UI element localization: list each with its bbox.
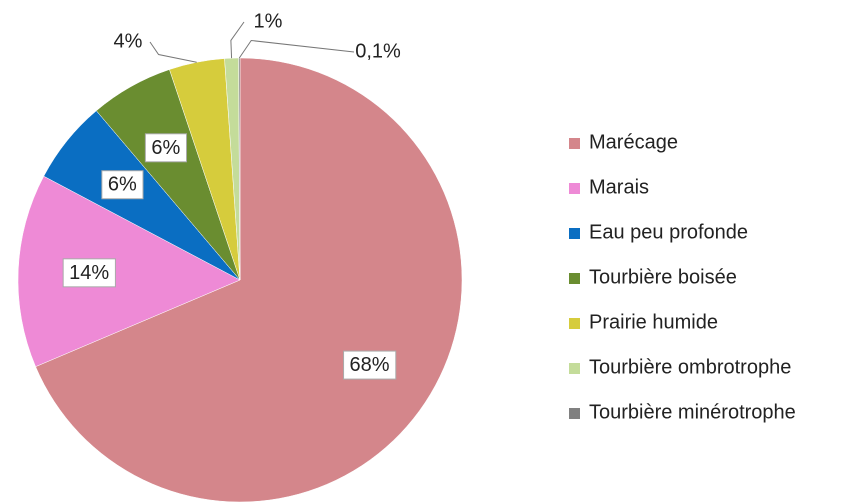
legend-swatch xyxy=(569,408,580,419)
legend-swatch xyxy=(569,183,580,194)
legend-label: Eau peu profonde xyxy=(589,221,748,243)
data-label: 14% xyxy=(69,262,109,284)
legend-swatch xyxy=(569,138,580,149)
legend-label: Tourbière boisée xyxy=(589,266,737,288)
leader-line xyxy=(238,39,355,59)
pie-slice xyxy=(17,175,241,367)
data-label: 1% xyxy=(254,10,283,32)
legend-label: Tourbière ombrotrophe xyxy=(589,356,791,378)
data-label: 68% xyxy=(350,354,390,376)
legend-swatch xyxy=(569,363,580,374)
leader-line xyxy=(230,21,245,59)
data-label: 6% xyxy=(108,174,137,196)
legend-label: Prairie humide xyxy=(589,311,718,333)
data-label-box xyxy=(101,170,144,200)
legend-label: Marais xyxy=(589,176,649,198)
data-label-box xyxy=(343,350,397,380)
legend-label: Tourbière minérotrophe xyxy=(589,401,796,423)
pie-slice xyxy=(35,57,463,502)
legend-swatch xyxy=(569,273,580,284)
pie-slice xyxy=(238,57,241,281)
legend-label: Marécage xyxy=(589,131,678,153)
data-label-box xyxy=(144,133,188,163)
data-label-box xyxy=(62,258,116,288)
leader-line xyxy=(149,41,197,63)
data-label: 6% xyxy=(151,137,180,159)
data-label: 4% xyxy=(114,30,143,52)
legend-swatch xyxy=(569,228,580,239)
data-label: 0,1% xyxy=(355,40,401,62)
legend-swatch xyxy=(569,318,580,329)
